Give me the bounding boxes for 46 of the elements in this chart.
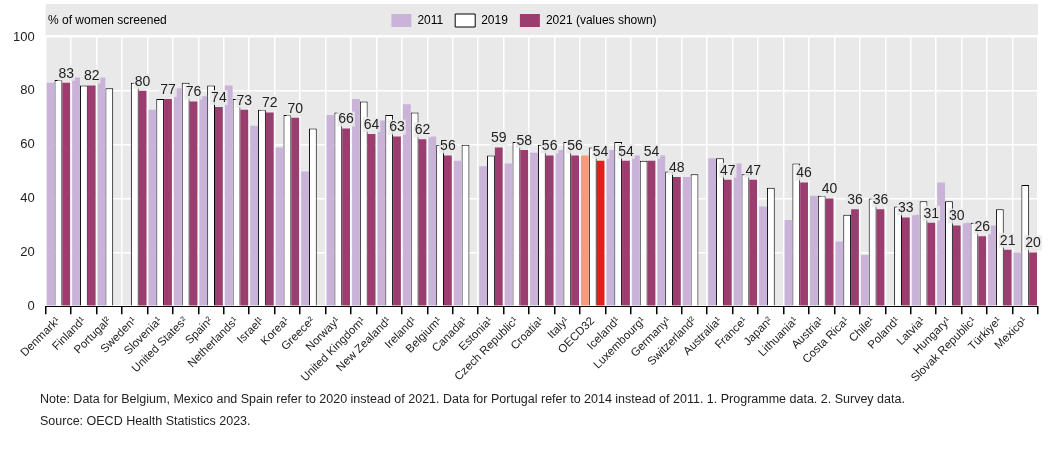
legend-label: 2021 (values shown) [545,12,657,27]
legend-label: 2011 [417,12,444,27]
y-tick-label: 40 [20,190,35,206]
data-label: 46 [796,164,813,181]
y-tick-label: 20 [20,243,35,259]
data-label: 82 [83,67,100,84]
data-label: 77 [160,80,176,97]
data-label: 36 [872,191,889,208]
data-label: 70 [287,99,304,116]
data-label: 54 [592,142,609,159]
source-note: Source: OECD Health Statistics 2023. [40,413,252,430]
data-label: 73 [236,91,253,108]
data-label: 76 [185,83,202,100]
data-label: 74 [211,88,227,105]
data-label: 72 [261,94,278,111]
data-label: 47 [745,161,762,178]
data-label: 33 [898,199,914,216]
data-label: 58 [516,131,533,148]
legend-label: 2019 [481,12,509,27]
data-label: 59 [490,129,507,146]
data-label: 63 [389,118,405,135]
y-tick-label: 60 [20,136,35,152]
text: Note: Data for Belgium, Mexico and Spain refer to 2020 instead of 2021. Data for Portugal refer to 2014 instead of 2011. 1. Programme data. 2. Survey data. [40,391,906,408]
data-label: 56 [440,137,456,154]
data-label: 48 [669,158,685,175]
y-tick-label: 0 [27,297,35,313]
data-label: 20 [1025,234,1042,251]
data-label: 62 [414,121,431,138]
data-label: 36 [847,191,863,208]
data-label: 47 [719,161,736,178]
data-label: 56 [567,137,584,154]
data-label: 40 [821,180,838,197]
data-label: 21 [999,231,1016,248]
data-label: 54 [618,142,634,159]
data-label: 54 [643,142,660,159]
data-label: 66 [338,110,355,127]
data-label: 31 [923,204,940,221]
y-tick-label: 80 [20,82,35,98]
data-label: 80 [134,72,151,89]
data-label: 26 [974,218,991,235]
data-label: 56 [541,137,558,154]
data-label: 64 [363,115,380,132]
y-tick-label: 100 [12,28,35,44]
data-label: 83 [58,64,75,81]
y-axis-title: % of women screened [48,13,167,28]
data-label: 30 [948,207,965,224]
